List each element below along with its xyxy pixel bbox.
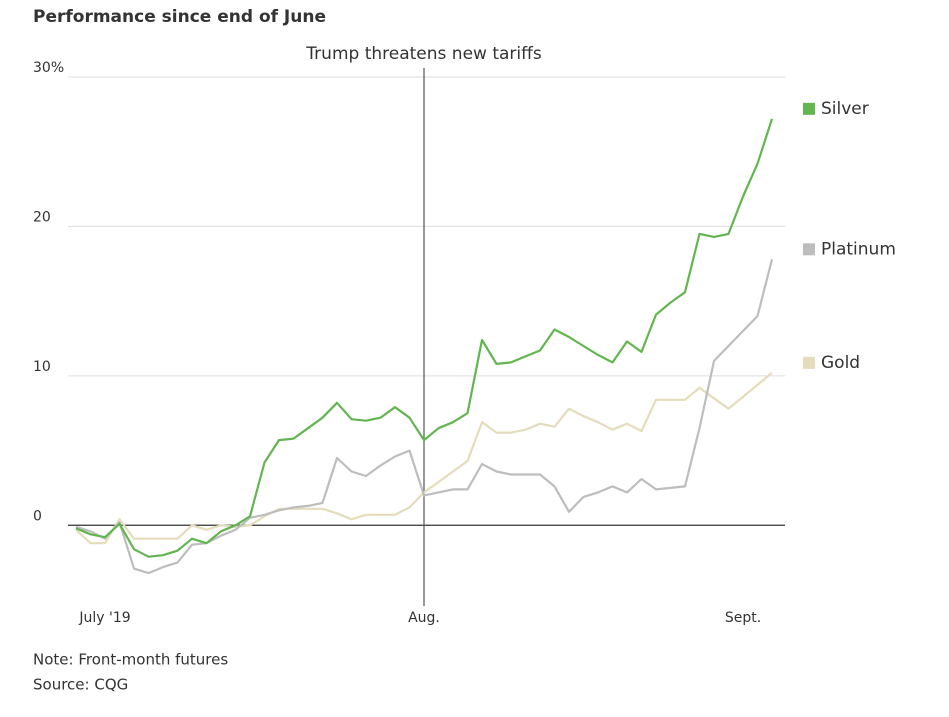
legend-swatch xyxy=(803,356,815,369)
x-tick-label: Aug. xyxy=(408,610,440,626)
y-tick-label: 20 xyxy=(33,209,51,225)
legend-swatch xyxy=(803,243,815,256)
y-tick-label: 10 xyxy=(33,359,51,375)
x-tick-label: Sept. xyxy=(725,610,761,626)
source: Source: CQG xyxy=(33,676,128,694)
legend-swatch xyxy=(803,102,815,115)
note: Note: Front-month futures xyxy=(33,651,228,669)
series-line xyxy=(75,118,774,558)
x-tick-label: July '19 xyxy=(78,610,130,626)
y-tick-label: 0 xyxy=(33,508,42,524)
legend-label: Silver xyxy=(821,99,869,119)
annotation: Trump threatens new tariffs xyxy=(305,44,542,64)
y-tick-label: 30% xyxy=(33,60,64,76)
legend-label: Platinum xyxy=(821,239,896,259)
series-line xyxy=(75,259,774,575)
chart-title: Performance since end of June xyxy=(33,7,326,27)
legend-label: Gold xyxy=(821,353,860,373)
